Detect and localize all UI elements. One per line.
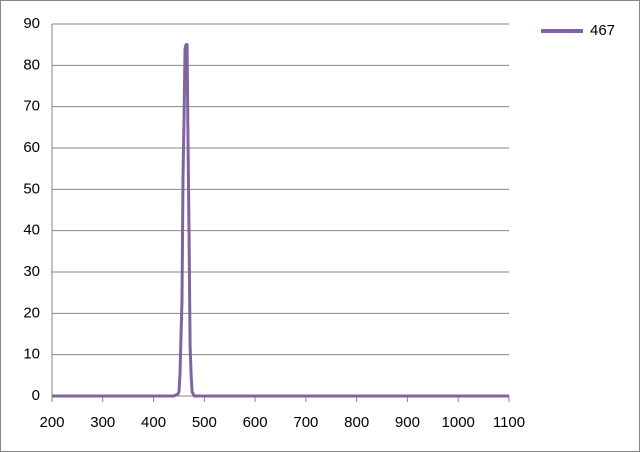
x-tick-label: 600 xyxy=(243,414,268,431)
y-tick-label: 20 xyxy=(23,304,40,321)
x-tick-label: 1000 xyxy=(442,414,475,431)
x-tick-label: 400 xyxy=(141,414,166,431)
y-tick-label: 90 xyxy=(23,15,40,32)
x-tick-label: 1100 xyxy=(493,414,525,431)
x-tick-label: 900 xyxy=(395,414,420,431)
series-line xyxy=(52,43,509,398)
y-tick-label: 60 xyxy=(23,139,40,156)
y-tick-label: 10 xyxy=(23,346,40,363)
y-tick-label: 40 xyxy=(23,222,40,239)
y-tick-label: 30 xyxy=(23,263,40,280)
y-tick-label: 0 xyxy=(32,387,40,404)
x-tick-label: 300 xyxy=(90,414,115,431)
x-tick-label: 700 xyxy=(293,414,318,431)
x-tick-label: 500 xyxy=(192,414,217,431)
x-tick-label: 200 xyxy=(39,414,64,431)
legend-label: 467 xyxy=(590,22,615,39)
y-tick-label: 70 xyxy=(23,98,40,115)
x-tick-label: 800 xyxy=(344,414,369,431)
y-tick-label: 50 xyxy=(23,180,40,197)
y-tick-label: 80 xyxy=(23,56,40,73)
